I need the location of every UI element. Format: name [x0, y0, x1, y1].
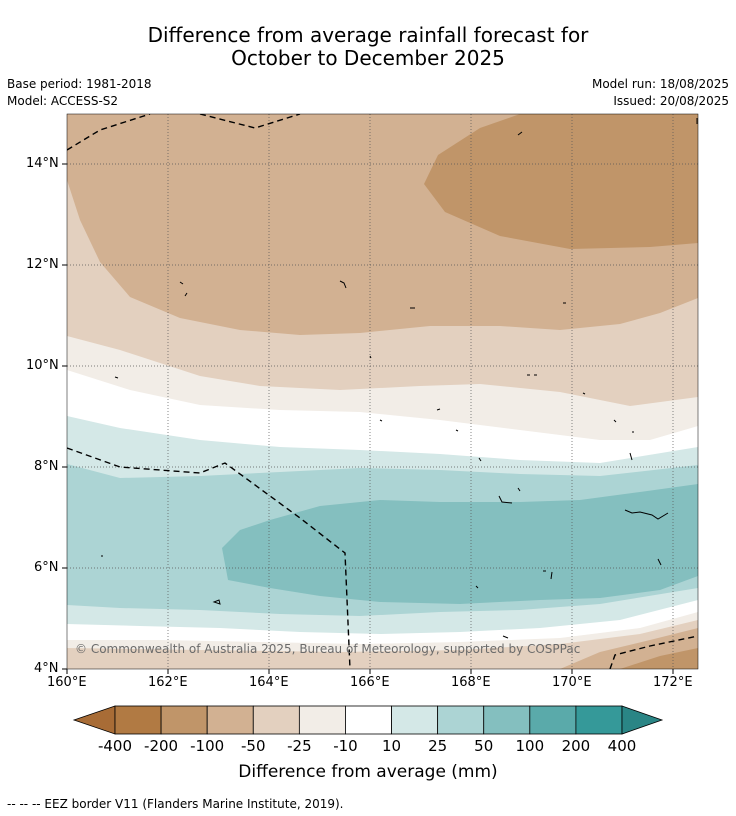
lat-label-10n: 10°N	[26, 358, 59, 373]
map-title-line2: October to December 2025	[231, 46, 505, 70]
colorbar-segment	[391, 705, 439, 735]
lat-label-6n: 6°N	[34, 560, 59, 575]
lon-label-162e: 162°E	[148, 675, 188, 690]
lon-label-168e: 168°E	[451, 675, 491, 690]
colorbar	[72, 705, 664, 735]
colorbar-segment	[529, 705, 577, 735]
colorbar-tick-label: -100	[190, 737, 225, 755]
colorbar-tick-label: -50	[241, 737, 266, 755]
fill-50-to-100	[222, 484, 698, 604]
colorbar-tick-label: -400	[97, 737, 133, 755]
colorbar-segment	[160, 705, 208, 735]
colorbar-segment	[114, 705, 162, 735]
colorbar-tick-label: 25	[428, 737, 448, 755]
colorbar-tick-label: -25	[287, 737, 312, 755]
issued-text: Issued: 20/08/2025	[613, 94, 729, 108]
colorbar-segment	[252, 705, 300, 735]
colorbar-tick-label: 100	[515, 737, 545, 755]
lon-label-164e: 164°E	[249, 675, 289, 690]
colorbar-segment	[437, 705, 485, 735]
model-run-text: Model run: 18/08/2025	[591, 77, 729, 91]
lon-label-166e: 166°E	[350, 675, 390, 690]
lat-label-8n: 8°N	[34, 459, 59, 474]
lon-label-170e: 170°E	[552, 675, 592, 690]
colorbar-tick-label: -200	[144, 737, 179, 755]
copyright-text: © Commonwealth of Australia 2025, Bureau…	[75, 642, 581, 656]
colorbar-segment	[298, 705, 346, 735]
colorbar-arrow-high	[621, 705, 664, 735]
fill-minus-200-south	[620, 648, 698, 669]
colorbar-segment	[345, 705, 392, 735]
map-title-line1: Difference from average rainfall forecas…	[147, 23, 589, 47]
lon-label-172e: 172°E	[653, 675, 693, 690]
lat-label-14n: 14°N	[26, 156, 59, 171]
eez-border	[67, 114, 698, 669]
colorbar-arrow-low	[72, 705, 116, 735]
lat-label-4n: 4°N	[34, 661, 59, 676]
map-frame	[66, 113, 699, 670]
colorbar-tick-label: 200	[561, 737, 591, 755]
lon-label-160e: 160°E	[47, 675, 87, 690]
colorbar-segment	[483, 705, 531, 735]
colorbar-title: Difference from average (mm)	[238, 762, 498, 782]
colorbar-tick-label: 50	[474, 737, 494, 755]
colorbar-tick-label: 400	[607, 737, 637, 755]
colorbar-segment	[206, 705, 254, 735]
model-text: Model: ACCESS-S2	[7, 94, 119, 108]
island-outlines	[101, 118, 698, 639]
contour-fills	[67, 114, 698, 669]
eez-footnote: -- -- -- EEZ border V11 (Flanders Marine…	[7, 797, 344, 811]
colorbar-tick-label: 10	[381, 737, 402, 755]
base-period-text: Base period: 1981-2018	[7, 77, 152, 91]
colorbar-segment	[575, 705, 623, 735]
lat-label-12n: 12°N	[26, 257, 59, 272]
fill-minus-50-to-minus-25-south	[67, 620, 698, 669]
fill-minus-200-to-minus-100	[424, 114, 698, 249]
colorbar-tick-label: -10	[333, 737, 358, 755]
gridlines	[67, 114, 698, 669]
axis-ticks	[62, 163, 674, 674]
